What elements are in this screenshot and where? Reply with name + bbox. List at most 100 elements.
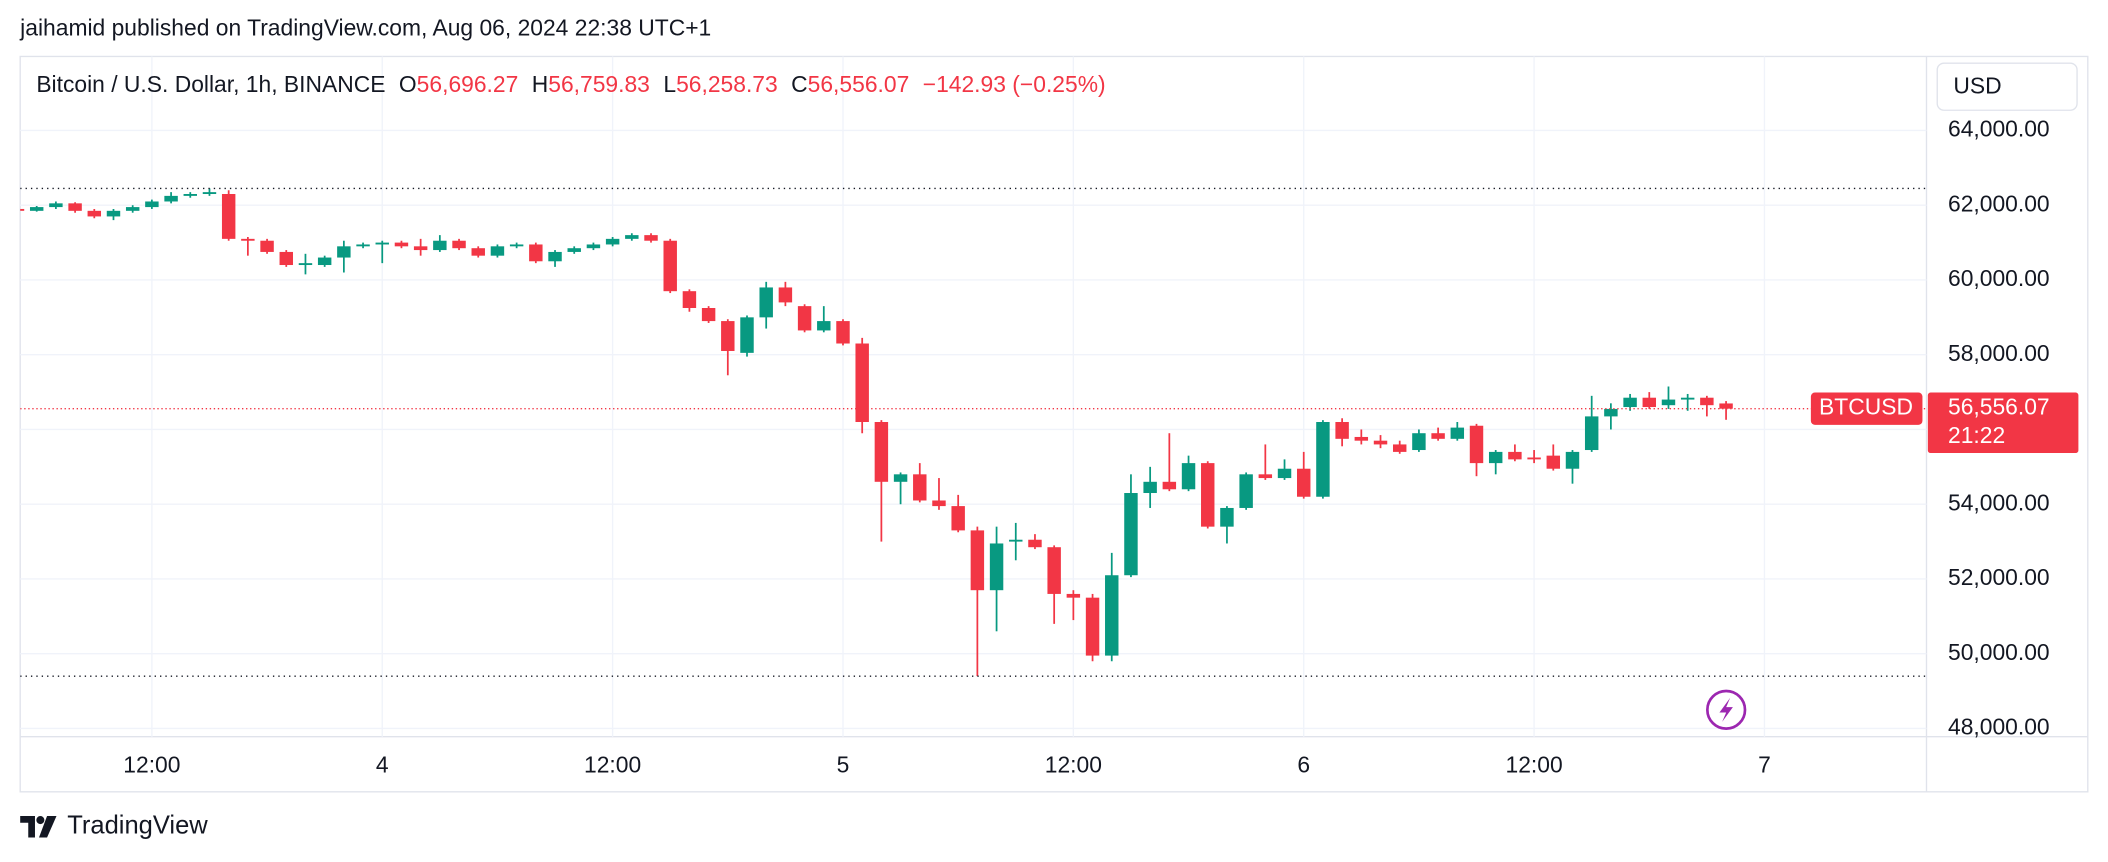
lightning-icon[interactable] [1706,689,1747,730]
candle-body [471,248,485,256]
candle-body [1642,397,1657,408]
candle-body [1392,444,1407,452]
candle-body [1565,451,1580,469]
candle-body [1584,416,1599,451]
candle-body [1239,474,1253,508]
candle-body [778,287,793,303]
candle-body [1508,451,1522,460]
candle-body [605,238,620,245]
candle-body [1700,397,1714,406]
candle-body [1258,474,1273,479]
candle-body [1009,539,1023,542]
candle-body [317,257,332,266]
legend-key: O [399,71,417,97]
candle-body [509,244,524,247]
candle-body [529,244,543,262]
candle-body [68,203,82,211]
candle-body [1316,422,1330,497]
lightning-glyph [1719,697,1733,722]
legend-key: L [663,71,676,97]
candle-body [1124,493,1138,576]
countdown: 21:22 [1948,422,2005,448]
candle-body [913,474,927,501]
x-tick-label: 12:00 [584,751,641,777]
y-tick-label: 48,000.00 [1948,714,2050,740]
y-tick-label: 52,000.00 [1948,564,2050,590]
candle-body [413,246,428,251]
candle-body [701,308,716,322]
candle-body [1450,427,1465,439]
candle-body [874,422,889,482]
candle-body [490,246,505,256]
candle-body [721,321,735,351]
candle-body [970,530,985,591]
candle-body [260,240,274,252]
price-badge-text: 56,556.07 [1948,394,2050,420]
candle-body [586,244,601,249]
symbol-badge [1810,392,1923,425]
legend-key: H [532,71,549,97]
header: jaihamid published on TradingView.com, A… [19,15,711,41]
candle-body [1085,597,1100,656]
candle-body [989,543,1004,591]
x-tick-label: 6 [1297,751,1310,777]
candle-body [1431,433,1445,439]
legend-value: 56,696.27 [417,71,519,97]
candle-body [759,287,773,318]
x-tick-label: 12:00 [1506,751,1563,777]
axes: 48,000.0050,000.0052,000.0054,000.0056,0… [123,115,2079,777]
candle-body [1143,481,1157,494]
legend-symbol: Bitcoin / U.S. Dollar, 1h, BINANCE [36,71,385,97]
candle-body [1412,433,1426,451]
candle-body [164,195,178,202]
candle-body [932,500,946,507]
candle-body [145,201,159,208]
candle-body [49,203,63,208]
candle-body [125,207,140,211]
currency[interactable]: USD [1953,72,2001,98]
legend-key: C [791,71,808,97]
grid [20,56,1927,737]
symbol-badge-text: BTCUSD [1819,394,1913,420]
candle-body [394,242,409,247]
logo [20,816,57,838]
plot [20,187,1927,677]
candle-body [202,192,217,195]
candle-body [433,240,447,251]
candle-body [1469,425,1484,464]
candle-body [567,248,581,252]
y-tick-label: 54,000.00 [1948,489,2050,515]
currency-box[interactable] [1936,62,2078,111]
x-tick-label: 12:00 [1045,751,1102,777]
candle-body [241,238,255,241]
legend-change: −142.93 (−0.25%) [923,71,1106,97]
candle-body [1105,575,1119,656]
candle-body [663,240,677,292]
candle-body [1220,507,1234,527]
candle-body [183,194,198,196]
candle-body [452,240,466,249]
candle-body [625,235,639,239]
candle-body [817,321,831,331]
candle-body [29,207,44,211]
candle-body [548,251,562,262]
candle-body [337,246,351,258]
legend-value: 56,759.83 [548,71,650,97]
candle-body [836,321,850,344]
candle-body [855,343,869,423]
y-tick-label: 58,000.00 [1948,340,2050,366]
candle-body [951,506,965,531]
x-tick-label: 4 [376,751,389,777]
candle-body [1181,463,1196,490]
candle-body [1661,399,1676,406]
candle-body [682,291,697,309]
candle-body [1354,436,1369,441]
candle-body [893,474,908,482]
candle-body [1719,403,1733,409]
y-tick-label: 60,000.00 [1948,265,2050,291]
y-tick-label: 50,000.00 [1948,639,2050,665]
candle-body [1335,422,1349,439]
candle-body [1066,593,1081,598]
